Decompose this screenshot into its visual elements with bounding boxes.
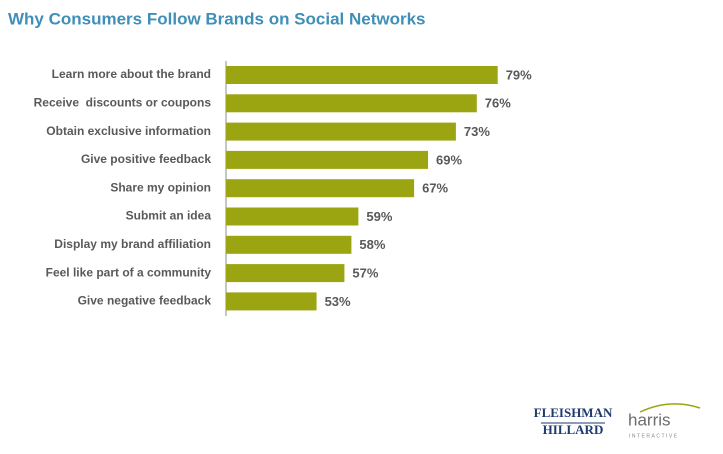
category-label: Display my brand affiliation xyxy=(54,237,211,251)
value-label: 79% xyxy=(506,67,532,82)
bar xyxy=(226,94,477,113)
bar xyxy=(226,66,498,84)
bar xyxy=(226,207,359,226)
logo-text: INTERACTIVE xyxy=(629,433,679,439)
value-label: 73% xyxy=(464,124,490,139)
value-label: 57% xyxy=(352,266,378,281)
bar xyxy=(226,122,456,141)
value-label: 59% xyxy=(366,209,392,224)
logo-text: harris xyxy=(628,410,671,429)
bar xyxy=(226,235,352,254)
category-label: Feel like part of a community xyxy=(46,265,212,279)
category-label: Give negative feedback xyxy=(78,294,212,308)
bar xyxy=(226,150,429,169)
bar xyxy=(226,264,345,283)
logo-text: FLEISHMAN xyxy=(534,405,613,420)
bar xyxy=(226,292,317,311)
category-label: Obtain exclusive information xyxy=(46,124,211,138)
category-label: Receive discounts or coupons xyxy=(34,95,212,109)
category-label: Learn more about the brand xyxy=(52,67,211,81)
logo-swoosh xyxy=(639,403,701,413)
value-label: 58% xyxy=(359,237,385,252)
value-label: 69% xyxy=(436,152,462,167)
value-label: 76% xyxy=(485,96,511,111)
logo-text: HILLARD xyxy=(543,422,604,437)
bar xyxy=(226,179,415,198)
chart-title: Why Consumers Follow Brands on Social Ne… xyxy=(8,9,426,28)
value-label: 67% xyxy=(422,181,448,196)
category-label: Share my opinion xyxy=(110,180,211,194)
category-label: Submit an idea xyxy=(126,209,212,223)
value-label: 53% xyxy=(325,294,351,309)
category-label: Give positive feedback xyxy=(81,152,211,166)
